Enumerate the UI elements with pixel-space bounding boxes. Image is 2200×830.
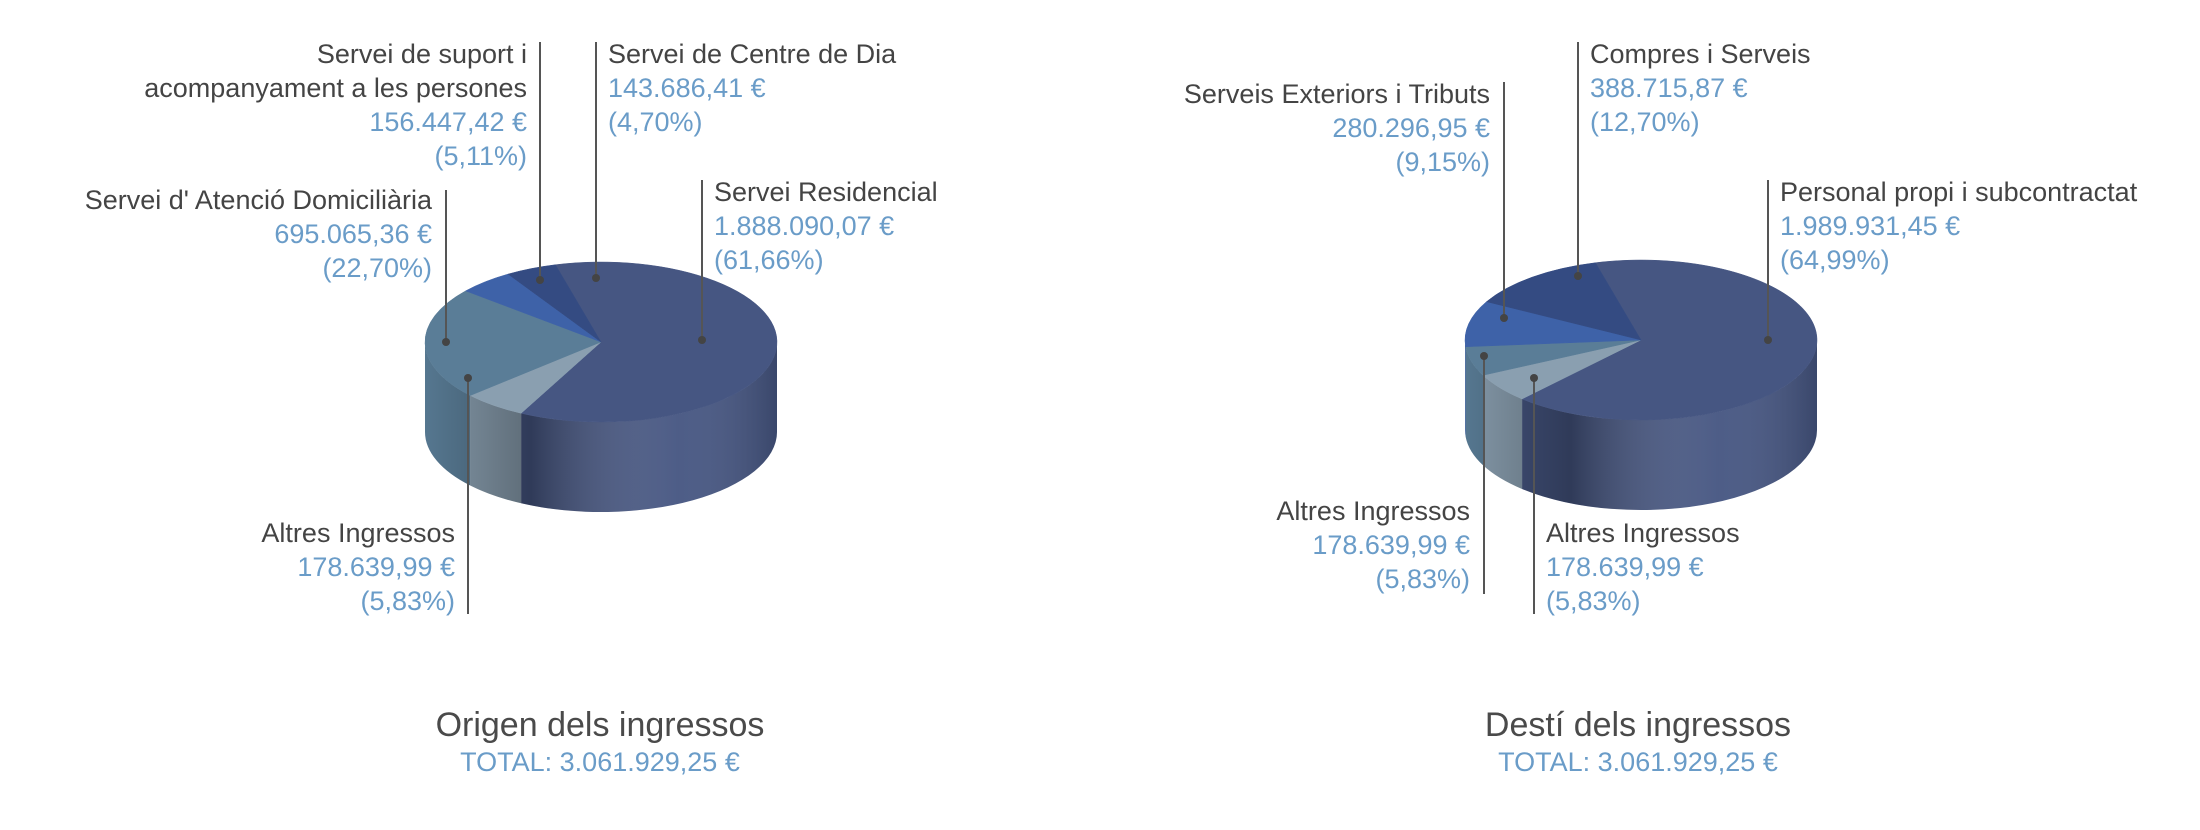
chart-origen: Servei Residencial 1.888.090,07 € (61,66… bbox=[85, 39, 938, 777]
label-percent: (4,70%) bbox=[608, 107, 703, 137]
pie-side-shading bbox=[425, 342, 777, 512]
label-value: 156.447,42 € bbox=[369, 107, 527, 137]
chart-title: Destí dels ingressos bbox=[1485, 706, 1791, 744]
label-name: Altres Ingressos bbox=[1546, 518, 1740, 548]
leader-dot-personal-propi bbox=[1764, 336, 1772, 344]
label-percent: (64,99%) bbox=[1780, 245, 1890, 275]
label-personal-propi: Personal propi i subcontractat 1.989.931… bbox=[1780, 177, 2138, 275]
leader-lines-origen bbox=[442, 42, 706, 614]
label-atencio-domiciliaria: Servei d' Atenció Domiciliària 695.065,3… bbox=[85, 185, 433, 283]
chart-title: Origen dels ingressos bbox=[436, 706, 765, 744]
label-altres-ingressos-2: Altres Ingressos 178.639,99 € (5,83%) bbox=[1276, 496, 1470, 594]
label-compres-serveis: Compres i Serveis 388.715,87 € (12,70%) bbox=[1590, 39, 1811, 137]
label-value: 143.686,41 € bbox=[608, 73, 766, 103]
label-suport-acompanyament: Servei de suport i acompanyament a les p… bbox=[144, 39, 527, 171]
label-percent: (5,83%) bbox=[360, 586, 455, 616]
label-value: 280.296,95 € bbox=[1332, 113, 1490, 143]
label-name: Altres Ingressos bbox=[1276, 496, 1470, 526]
label-altres-ingressos: Altres Ingressos 178.639,99 € (5,83%) bbox=[261, 518, 455, 616]
label-name: Compres i Serveis bbox=[1590, 39, 1811, 69]
label-value: 1.989.931,45 € bbox=[1780, 211, 1960, 241]
label-percent: (9,15%) bbox=[1395, 147, 1490, 177]
pie-slice-compres-i-serveis-4 bbox=[1485, 262, 1642, 341]
label-name: Serveis Exteriors i Tributs bbox=[1184, 79, 1490, 109]
label-name: Personal propi i subcontractat bbox=[1780, 177, 2138, 207]
leader-dot-atencio-domiciliaria bbox=[442, 338, 450, 346]
pie-slice-serveis-exteriors-i-tributs-3 bbox=[1464, 301, 1642, 348]
pie-slice-servei-residencial-0 bbox=[520, 261, 778, 423]
label-value: 1.888.090,07 € bbox=[714, 211, 894, 241]
label-name: Servei de Centre de Dia bbox=[608, 39, 897, 69]
pie-slice-servei-d-atencio-domiciliaria-2 bbox=[424, 290, 602, 396]
pie-slice-personal-propi-i-subcontractat-0 bbox=[1521, 259, 1818, 421]
label-percent: (5,83%) bbox=[1546, 586, 1641, 616]
label-name-line1: Servei de suport i bbox=[317, 39, 527, 69]
label-name: Altres Ingressos bbox=[261, 518, 455, 548]
leader-lines-desti bbox=[1480, 42, 1772, 614]
pie-side-shading bbox=[1465, 340, 1817, 510]
leader-dot-altres-ingressos-1 bbox=[1530, 374, 1538, 382]
label-altres-ingressos-1: Altres Ingressos 178.639,99 € (5,83%) bbox=[1546, 518, 1740, 616]
label-percent: (61,66%) bbox=[714, 245, 824, 275]
label-name: Servei Residencial bbox=[714, 177, 938, 207]
label-serveis-exteriors: Serveis Exteriors i Tributs 280.296,95 €… bbox=[1184, 79, 1490, 177]
leader-dot-suport-acompanyament bbox=[536, 276, 544, 284]
leader-dot-altres-ingressos bbox=[464, 374, 472, 382]
pie-desti bbox=[1464, 259, 1818, 510]
label-servei-residencial: Servei Residencial 1.888.090,07 € (61,66… bbox=[714, 177, 938, 275]
leader-dot-servei-residencial bbox=[698, 336, 706, 344]
label-percent: (5,83%) bbox=[1375, 564, 1470, 594]
leader-dot-centre-de-dia bbox=[592, 274, 600, 282]
label-percent: (12,70%) bbox=[1590, 107, 1700, 137]
chart-desti: Personal propi i subcontractat 1.989.931… bbox=[1184, 39, 2138, 777]
leader-dot-serveis-exteriors bbox=[1500, 314, 1508, 322]
chart-subtitle: TOTAL: 3.061.929,25 € bbox=[1498, 747, 1778, 777]
chart-subtitle: TOTAL: 3.061.929,25 € bbox=[460, 747, 740, 777]
pie-origen bbox=[424, 261, 778, 512]
leader-dot-altres-ingressos-2 bbox=[1480, 352, 1488, 360]
label-centre-de-dia: Servei de Centre de Dia 143.686,41 € (4,… bbox=[608, 39, 897, 137]
label-percent: (5,11%) bbox=[434, 141, 527, 171]
label-value: 388.715,87 € bbox=[1590, 73, 1748, 103]
leader-dot-compres-serveis bbox=[1574, 272, 1582, 280]
label-value: 695.065,36 € bbox=[274, 219, 432, 249]
label-value: 178.639,99 € bbox=[1312, 530, 1470, 560]
label-name-line2: acompanyament a les persones bbox=[144, 73, 527, 103]
label-name: Servei d' Atenció Domiciliària bbox=[85, 185, 433, 215]
label-value: 178.639,99 € bbox=[1546, 552, 1704, 582]
label-value: 178.639,99 € bbox=[297, 552, 455, 582]
label-percent: (22,70%) bbox=[322, 253, 432, 283]
pie-slice-servei-de-centre-de-dia-4 bbox=[507, 264, 602, 343]
